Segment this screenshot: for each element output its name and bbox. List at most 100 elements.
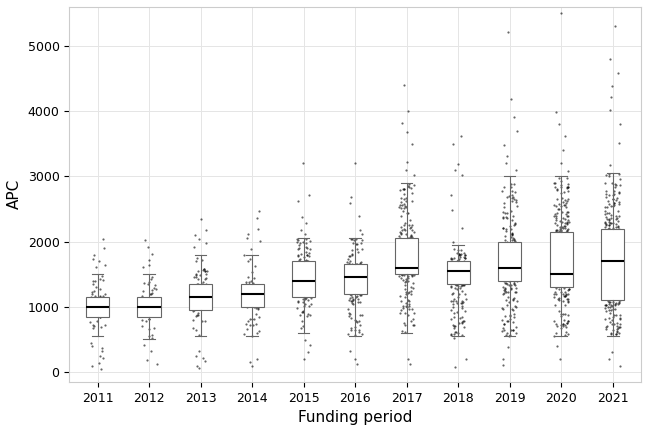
Point [459,258,470,265]
Point [606,237,616,244]
Point [403,256,413,263]
Point [89,288,99,295]
Point [553,239,564,246]
Point [408,190,418,197]
Point [608,311,619,318]
Point [602,323,612,330]
Point [607,234,618,241]
Point [198,355,209,362]
Point [356,258,367,265]
Point [608,224,618,231]
Point [605,263,616,270]
Point [202,299,212,306]
Point [511,324,522,330]
Point [141,318,151,325]
Point [144,295,154,302]
Point [401,267,411,274]
Point [292,238,302,245]
Point [344,312,354,319]
Point [562,218,572,225]
Point [498,255,509,262]
Point [509,220,520,227]
Point [408,252,419,259]
Point [601,302,612,309]
Point [459,276,470,283]
Point [562,259,572,266]
PathPatch shape [601,229,624,300]
Point [562,220,572,227]
Point [200,239,211,246]
Point [601,213,611,220]
Point [614,265,624,272]
Point [100,261,110,268]
Point [500,264,511,271]
Point [354,271,365,278]
Point [608,202,618,209]
Point [600,239,610,246]
Point [509,242,519,249]
Point [607,255,618,262]
Point [88,255,98,262]
Point [349,274,359,281]
Point [347,239,358,246]
Point [458,276,469,283]
Point [305,287,315,294]
Point [346,314,356,321]
Point [449,296,459,303]
Point [604,253,614,260]
Point [509,265,520,272]
Point [502,302,513,308]
Point [303,278,313,285]
Point [508,234,518,241]
Point [300,336,310,343]
Point [611,299,621,306]
Point [500,257,510,264]
Point [145,302,155,309]
Point [556,178,566,185]
Point [303,274,313,281]
Point [146,308,157,314]
Point [455,267,465,274]
Point [555,246,565,253]
Point [452,299,463,306]
Point [610,254,620,260]
Point [504,268,515,275]
Point [304,267,314,274]
Point [302,245,312,252]
Point [302,290,312,297]
Point [503,343,513,350]
Point [500,247,511,254]
Point [561,203,572,210]
Point [243,288,253,295]
Point [394,273,404,280]
Point [404,260,414,267]
Point [403,261,413,268]
Point [250,299,260,306]
Point [458,282,469,289]
Point [558,199,568,206]
Point [559,277,569,284]
Point [500,251,511,257]
Point [500,254,510,260]
Point [558,276,568,283]
Point [456,274,466,281]
Point [355,267,365,274]
Point [399,319,409,326]
Point [506,225,516,232]
Point [89,278,100,285]
Point [294,279,304,286]
Point [601,249,612,256]
Point [454,290,464,297]
Point [604,222,614,229]
Point [561,281,571,288]
Point [498,305,509,312]
Point [548,290,559,297]
Point [498,242,509,249]
Point [243,294,253,301]
Point [97,295,107,302]
Point [456,268,467,275]
Point [245,295,255,302]
Point [409,321,419,328]
Point [613,245,623,252]
Point [455,315,465,322]
